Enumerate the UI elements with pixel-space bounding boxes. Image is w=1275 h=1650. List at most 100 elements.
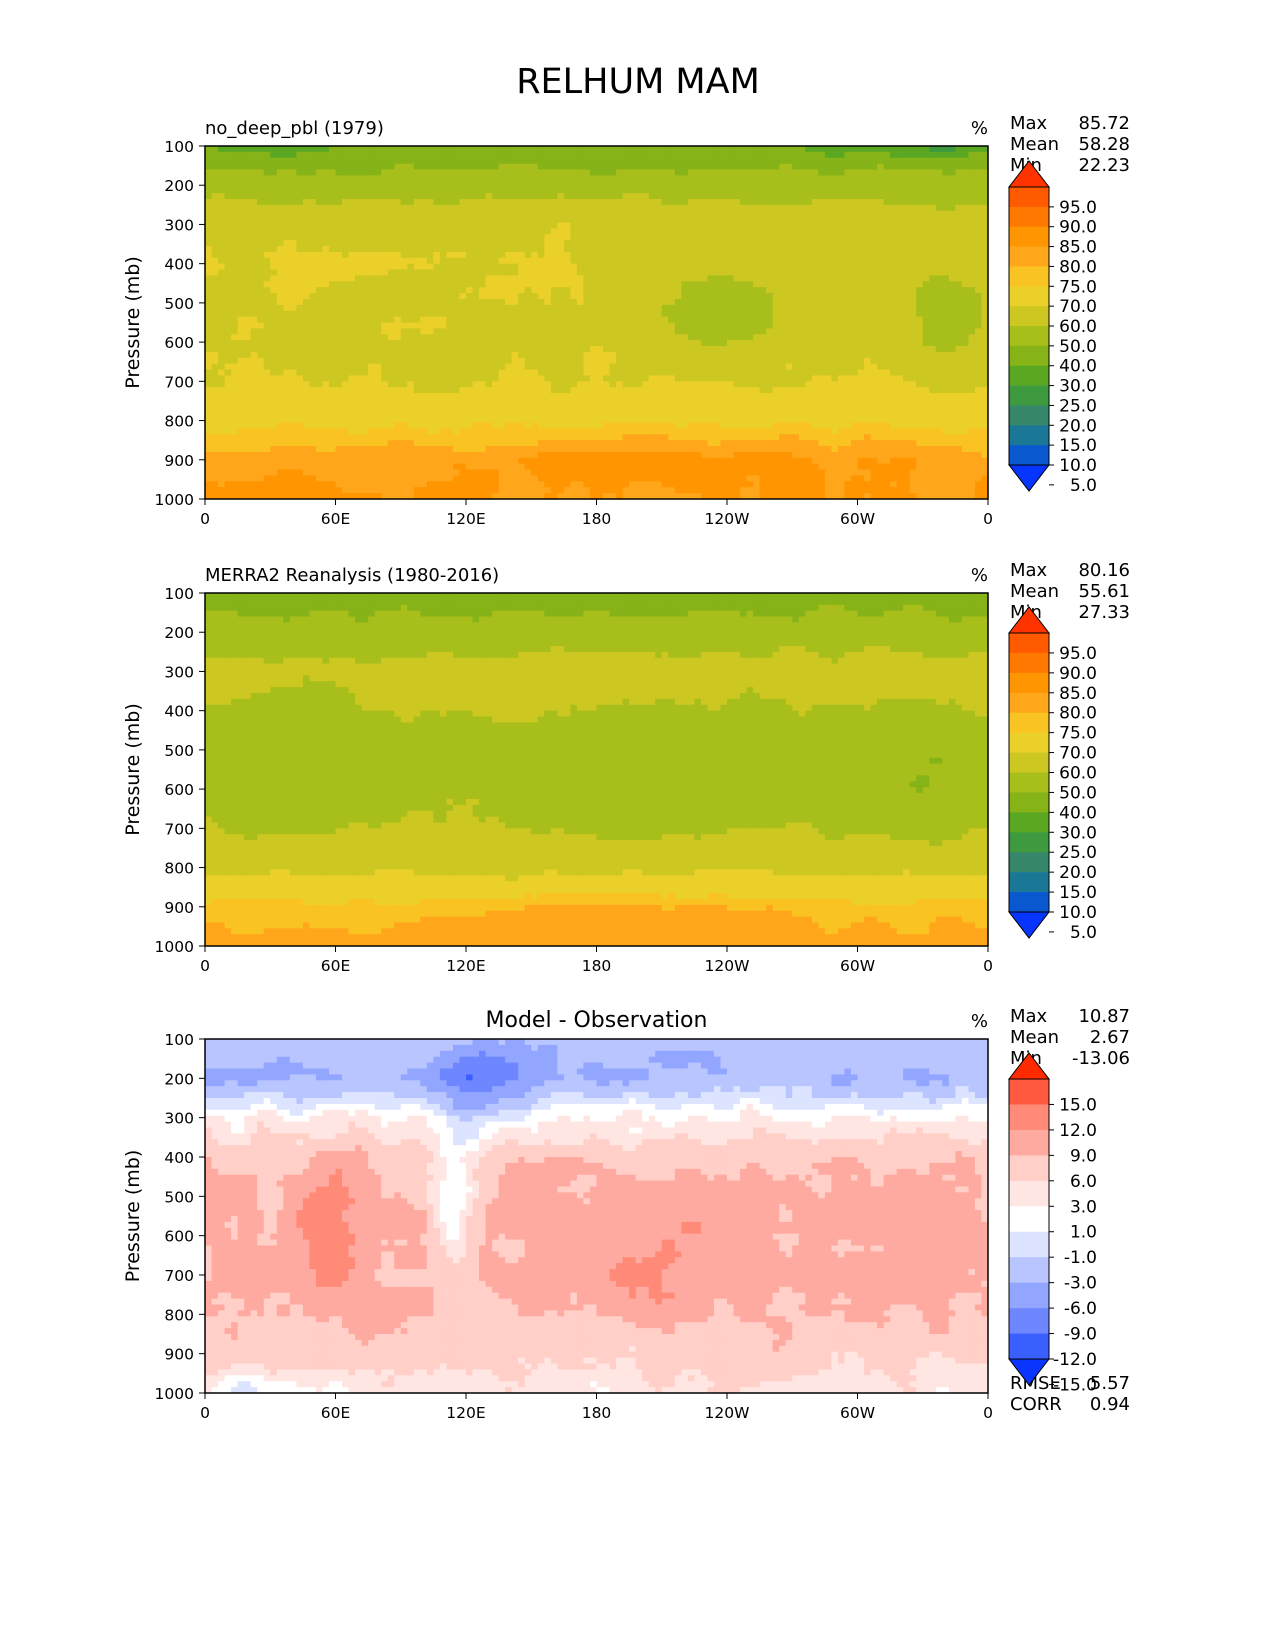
contour-cell	[518, 293, 526, 300]
contour-cell	[694, 340, 702, 347]
contour-cell	[961, 375, 970, 382]
contour-cell	[237, 340, 245, 347]
contour-cell	[864, 369, 872, 377]
contour-cell	[518, 234, 526, 241]
contour-cell	[381, 151, 389, 159]
contour-cell	[798, 163, 806, 171]
contour-cell	[922, 163, 930, 171]
contour-cell	[466, 210, 474, 218]
contour-cell	[961, 363, 970, 371]
contour-cell	[576, 328, 585, 335]
contour-cell	[740, 151, 748, 159]
contour-cell	[492, 204, 500, 212]
contour-cell	[537, 263, 545, 271]
contour-cell	[844, 246, 852, 253]
contour-cell	[890, 381, 898, 388]
contour-cell	[753, 281, 761, 288]
contour-cell	[518, 193, 526, 200]
contour-cell	[785, 375, 793, 382]
contour-cell	[472, 304, 480, 312]
contour-cell	[224, 169, 232, 177]
contour-cell	[948, 210, 956, 218]
contour-cell	[740, 263, 748, 271]
contour-cell	[609, 387, 617, 394]
contour-cell	[296, 316, 304, 324]
contour-cell	[609, 363, 617, 371]
contour-cell	[400, 222, 408, 229]
contour-cell	[700, 263, 709, 271]
contour-cell	[381, 310, 389, 318]
contour-cell	[942, 169, 950, 177]
contour-cell	[446, 275, 454, 282]
contour-cell	[661, 210, 669, 218]
contour-cell	[433, 369, 441, 377]
contour-cell	[929, 304, 937, 312]
contour-cell	[674, 163, 682, 171]
contour-cell	[524, 198, 532, 206]
contour-cell	[753, 328, 761, 335]
contour-cell	[850, 316, 859, 324]
contour-cell	[466, 204, 474, 212]
contour-cell	[524, 257, 532, 265]
contour-cell	[485, 293, 493, 300]
contour-cell	[850, 187, 859, 194]
contour-cell	[342, 310, 350, 318]
contour-cell	[302, 375, 311, 382]
contour-cell	[426, 216, 434, 224]
contour-cell	[883, 187, 891, 194]
contour-cell	[459, 198, 467, 206]
contour-cell	[655, 240, 663, 247]
contour-cell	[661, 222, 669, 229]
contour-cell	[857, 316, 865, 324]
contour-cell	[563, 240, 572, 247]
contour-cell	[342, 151, 350, 159]
contour-cell	[335, 193, 343, 200]
contour-cell	[890, 281, 898, 288]
contour-cell	[622, 281, 630, 288]
contour-cell	[452, 304, 461, 312]
contour-cell	[864, 363, 872, 371]
contour-cell	[544, 287, 552, 294]
contour-cell	[263, 228, 271, 235]
contour-cell	[459, 363, 467, 371]
contour-cell	[407, 263, 415, 271]
contour-cell	[276, 257, 284, 265]
contour-cell	[361, 322, 369, 329]
contour-cell	[727, 351, 735, 359]
contour-cell	[798, 187, 806, 194]
contour-cell	[276, 246, 284, 253]
contour-cell	[681, 181, 689, 188]
contour-cell	[315, 357, 324, 365]
contour-cell	[974, 146, 983, 153]
contour-cell	[576, 246, 585, 253]
contour-cell	[746, 351, 754, 359]
contour-cell	[439, 146, 448, 153]
contour-cell	[205, 157, 213, 165]
contour-cell	[426, 263, 434, 271]
contour-cell	[459, 310, 467, 318]
contour-cell	[935, 275, 943, 282]
contour-cell	[355, 210, 363, 218]
contour-cell	[635, 334, 643, 341]
contour-cell	[759, 204, 767, 212]
contour-cell	[811, 310, 819, 318]
contour-cell	[707, 316, 715, 324]
contour-cell	[661, 281, 669, 288]
contour-cell	[289, 287, 297, 294]
contour-cell	[635, 287, 643, 294]
contour-cell	[674, 251, 682, 259]
contour-cell	[661, 204, 669, 212]
contour-cell	[315, 204, 324, 212]
contour-cell	[818, 363, 826, 371]
contour-cell	[942, 340, 950, 347]
contour-cell	[713, 310, 722, 318]
contour-cell	[400, 234, 408, 241]
contour-cell	[655, 163, 663, 171]
contour-cell	[244, 263, 252, 271]
contour-cell	[929, 181, 937, 188]
contour-cell	[603, 263, 611, 271]
contour-cell	[328, 310, 337, 318]
contour-cell	[661, 340, 669, 347]
contour-cell	[498, 304, 506, 312]
contour-cell	[492, 251, 500, 259]
